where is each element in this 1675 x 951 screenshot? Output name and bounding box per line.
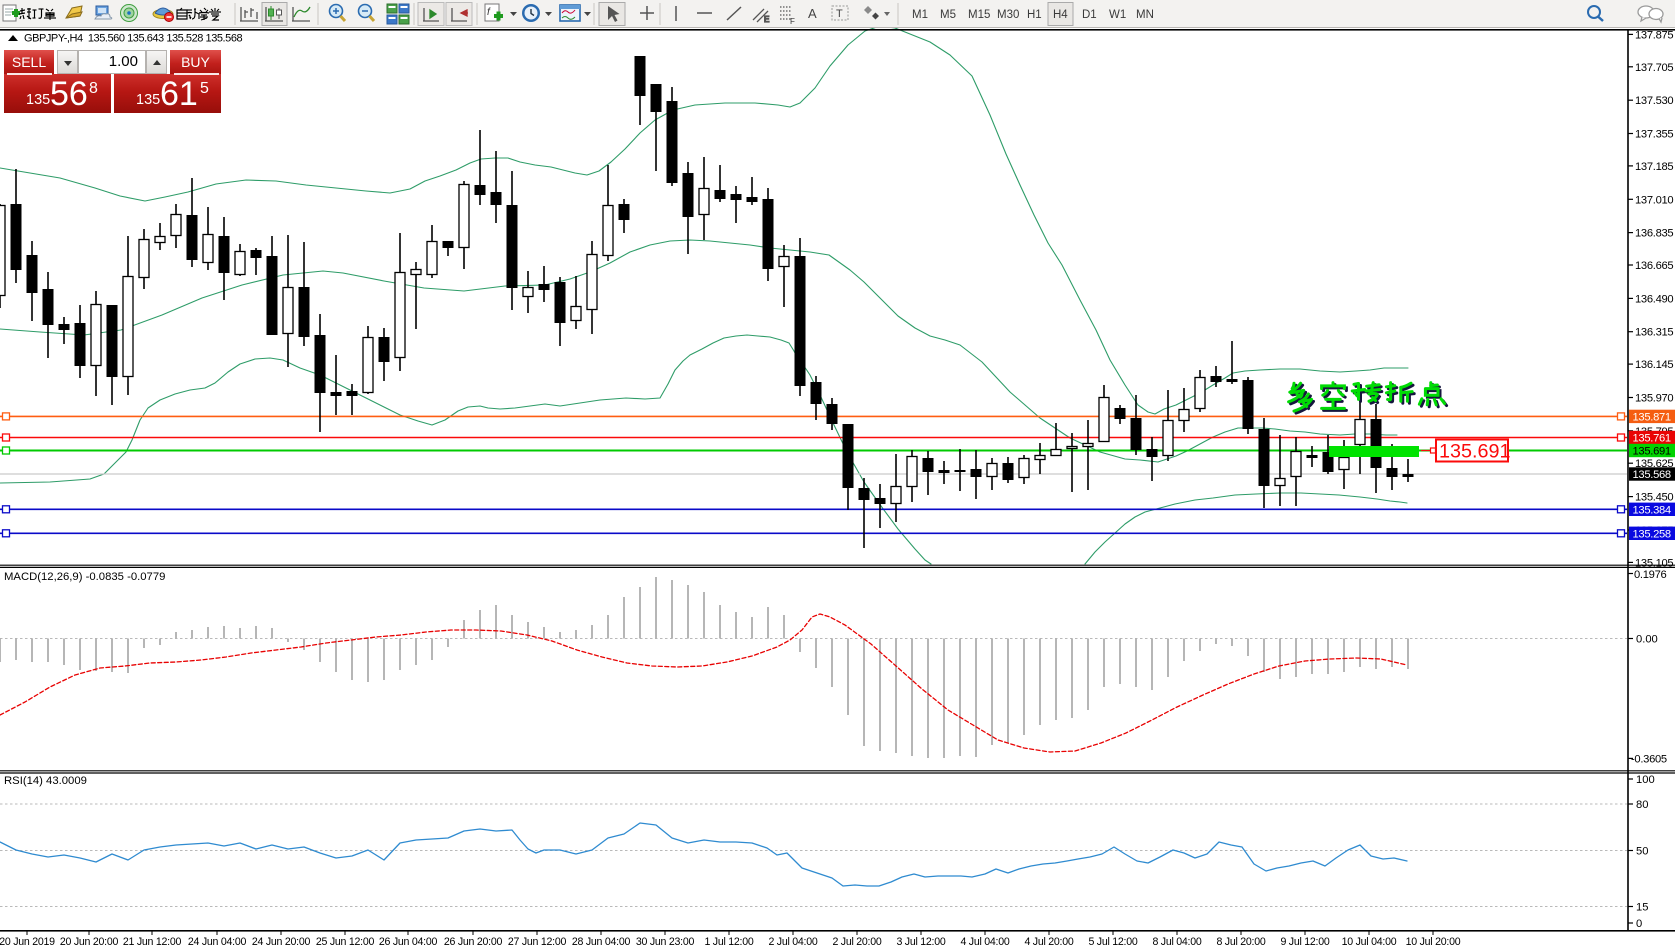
svg-text:20 Jun 2019: 20 Jun 2019 [0,936,55,948]
svg-text:M15: M15 [968,9,990,21]
svg-text:10 Jul 20:00: 10 Jul 20:00 [1406,936,1461,948]
svg-text:M30: M30 [997,9,1019,21]
svg-text:50: 50 [1636,846,1648,858]
svg-text:2 Jul 20:00: 2 Jul 20:00 [832,936,881,948]
svg-text:137.530: 137.530 [1635,95,1673,107]
svg-text:F: F [790,17,795,26]
svg-text:4 Jul 04:00: 4 Jul 04:00 [960,936,1009,948]
svg-text:135.691: 135.691 [1633,446,1671,458]
svg-text:136.490: 136.490 [1635,293,1673,305]
svg-text:T: T [836,8,843,20]
svg-text:M5: M5 [940,9,956,21]
svg-text:3 Jul 12:00: 3 Jul 12:00 [896,936,945,948]
svg-text:26 Jun 04:00: 26 Jun 04:00 [379,936,438,948]
svg-text:H1: H1 [1027,9,1042,21]
svg-text:24 Jun 20:00: 24 Jun 20:00 [252,936,311,948]
svg-text:M1: M1 [912,9,928,21]
svg-text:137.875: 137.875 [1635,29,1673,41]
svg-text:135.691: 135.691 [1439,441,1511,463]
svg-text:MN: MN [1136,9,1154,21]
svg-text:135.258: 135.258 [1633,529,1671,541]
svg-text:135.871: 135.871 [1633,412,1671,424]
svg-text:26 Jun 20:00: 26 Jun 20:00 [444,936,503,948]
svg-text:E: E [764,15,769,24]
svg-text:2 Jul 04:00: 2 Jul 04:00 [768,936,817,948]
svg-text:135.384: 135.384 [1633,505,1671,517]
svg-text:MACD(12,26,9) -0.0835 -0.0779: MACD(12,26,9) -0.0835 -0.0779 [4,571,165,583]
svg-text:135.761: 135.761 [1633,433,1671,445]
svg-text:15: 15 [1636,902,1648,914]
svg-text:24 Jun 04:00: 24 Jun 04:00 [188,936,247,948]
svg-text:135.568: 135.568 [1633,469,1671,481]
svg-text:1 Jul 12:00: 1 Jul 12:00 [704,936,753,948]
svg-text:21 Jun 12:00: 21 Jun 12:00 [123,936,182,948]
svg-text:136.835: 136.835 [1635,228,1673,240]
svg-text:136.145: 136.145 [1635,359,1673,371]
svg-text:RSI(14) 43.0009: RSI(14) 43.0009 [4,775,87,787]
svg-text:137.355: 137.355 [1635,129,1673,141]
svg-text:135.105: 135.105 [1635,557,1673,569]
svg-text:H4: H4 [1053,9,1068,21]
svg-text:0: 0 [1636,918,1642,930]
svg-text:W1: W1 [1109,9,1126,21]
svg-text:A: A [808,6,817,21]
svg-text:100: 100 [1636,774,1655,786]
svg-text:135.625: 135.625 [1635,458,1673,470]
svg-text:20 Jun 20:00: 20 Jun 20:00 [60,936,119,948]
svg-text:GBPJPY-,H4 135.560 135.643 13: GBPJPY-,H4 135.560 135.643 135.528 135.5… [24,33,242,45]
svg-text:5 Jul 12:00: 5 Jul 12:00 [1088,936,1137,948]
svg-text:0.00: 0.00 [1636,634,1658,646]
svg-text:30 Jun 23:00: 30 Jun 23:00 [636,936,695,948]
svg-text:136.665: 136.665 [1635,260,1673,272]
svg-text:137.705: 137.705 [1635,62,1673,74]
svg-text:4 Jul 20:00: 4 Jul 20:00 [1024,936,1073,948]
svg-text:9 Jul 12:00: 9 Jul 12:00 [1280,936,1329,948]
svg-text:27 Jun 12:00: 27 Jun 12:00 [508,936,567,948]
svg-text:136.315: 136.315 [1635,327,1673,339]
svg-text:f: f [487,7,491,18]
svg-text:10 Jul 04:00: 10 Jul 04:00 [1342,936,1397,948]
svg-text:8 Jul 20:00: 8 Jul 20:00 [1216,936,1265,948]
svg-text:135.450: 135.450 [1635,492,1673,504]
svg-text:28 Jun 04:00: 28 Jun 04:00 [572,936,631,948]
svg-text:-0.3605: -0.3605 [1631,753,1667,765]
svg-text:0.1976: 0.1976 [1634,569,1666,581]
svg-text:135.970: 135.970 [1635,393,1673,405]
svg-text:137.010: 137.010 [1635,194,1673,206]
svg-text:25 Jun 12:00: 25 Jun 12:00 [316,936,375,948]
svg-text:80: 80 [1636,799,1648,811]
svg-text:137.185: 137.185 [1635,161,1673,173]
svg-text:8 Jul 04:00: 8 Jul 04:00 [1152,936,1201,948]
svg-text:D1: D1 [1082,9,1097,21]
